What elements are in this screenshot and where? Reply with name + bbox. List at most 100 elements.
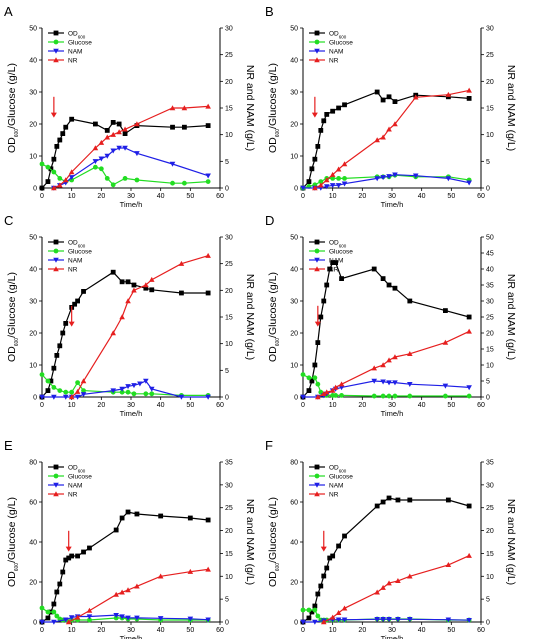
- data-point-nr: [205, 252, 211, 258]
- legend-item-nam: NAM: [309, 482, 343, 489]
- data-point-od: [54, 353, 60, 358]
- y-right-tick-label: 10: [486, 132, 494, 139]
- data-point-nam: [134, 151, 140, 157]
- panel-e: E0 10 20 30 40 50 6002040608005101520253035Tim…: [4, 438, 256, 639]
- x-tick-label: 30: [127, 627, 135, 634]
- data-point-nr: [329, 387, 336, 393]
- data-point-nr: [116, 129, 122, 135]
- data-point-od: [374, 89, 380, 95]
- legend-item-glucose: Glucose: [48, 473, 92, 480]
- data-point-nr: [169, 105, 176, 111]
- legend-marker-nam: [53, 257, 59, 263]
- y-right-tick-label: 0: [486, 620, 490, 627]
- series-line-nr: [68, 568, 209, 623]
- y-axis-right-label: NR and NAM (g/L): [244, 274, 256, 360]
- y-left-tick-label: 0: [294, 395, 298, 402]
- data-point-glucose: [93, 164, 98, 170]
- data-point-nr: [315, 394, 321, 400]
- data-point-glucose: [380, 393, 386, 399]
- data-point-od: [306, 388, 312, 393]
- data-point-od: [380, 97, 386, 103]
- data-point-glucose: [330, 176, 336, 181]
- data-point-nam: [205, 173, 211, 179]
- legend-item-od: OD600: [309, 239, 347, 248]
- data-point-od: [113, 527, 119, 533]
- data-point-nam: [86, 614, 93, 620]
- series-line-nr: [314, 89, 470, 189]
- legend-item-nam: NAM: [48, 257, 82, 264]
- y-axis-right-label: NR and NAM (g/L): [505, 499, 517, 585]
- data-point-nr: [86, 607, 93, 613]
- data-point-glucose: [113, 615, 119, 621]
- y-left-tick-label: 20: [29, 122, 37, 129]
- data-point-nam: [143, 378, 149, 384]
- legend-marker-nr: [314, 491, 320, 497]
- data-point-od: [93, 121, 98, 127]
- data-point-nam: [68, 175, 75, 181]
- data-point-nam: [205, 617, 211, 623]
- data-point-nr: [125, 298, 131, 304]
- data-point-od: [315, 340, 321, 345]
- x-axis-label: Time/h: [120, 409, 143, 418]
- data-point-glucose: [98, 166, 104, 172]
- x-tick-label: 60: [216, 402, 224, 409]
- y-right-tick-label: 25: [486, 505, 494, 512]
- data-point-od: [57, 581, 63, 587]
- data-point-od: [81, 549, 86, 555]
- y-right-tick-label: 35: [486, 283, 494, 290]
- data-point-glucose: [75, 380, 80, 385]
- panel-letter: F: [265, 438, 273, 453]
- data-point-glucose: [170, 180, 175, 186]
- data-point-nr: [157, 573, 164, 579]
- panel-letter: A: [4, 4, 13, 19]
- legend-item-od: OD600: [48, 30, 86, 39]
- data-point-od: [158, 513, 164, 519]
- data-point-glucose: [39, 605, 45, 611]
- data-point-od: [324, 112, 330, 117]
- data-point-glucose: [371, 393, 377, 399]
- data-point-nam: [119, 614, 125, 620]
- data-point-od: [116, 121, 122, 127]
- x-tick-label: 10: [68, 193, 76, 200]
- data-point-nam: [51, 619, 57, 625]
- data-point-nr: [62, 177, 69, 183]
- data-point-nr: [380, 134, 386, 140]
- x-tick-label: 0: [301, 627, 305, 634]
- data-point-glucose: [300, 607, 306, 613]
- data-point-nr: [119, 589, 125, 595]
- legend-label-nr: NR: [329, 57, 339, 64]
- data-point-nr: [323, 177, 330, 183]
- legend-marker-glucose: [314, 39, 320, 45]
- data-point-od: [179, 290, 184, 296]
- y-right-tick-label: 30: [486, 299, 494, 306]
- data-point-od: [342, 102, 347, 108]
- data-point-glucose: [81, 388, 86, 393]
- data-point-glucose: [57, 388, 63, 393]
- y-right-tick-label: 15: [225, 315, 233, 322]
- legend-label-glucose: Glucose: [68, 473, 92, 480]
- y-left-tick-label: 60: [29, 500, 37, 507]
- y-left-tick-label: 40: [29, 58, 37, 65]
- data-point-od: [371, 266, 377, 272]
- x-tick-label: 0: [40, 402, 44, 409]
- data-point-glucose: [315, 613, 321, 619]
- y-right-tick-label: 0: [486, 395, 490, 402]
- data-point-nr: [178, 260, 185, 266]
- data-point-nam: [338, 385, 345, 391]
- data-point-od: [466, 314, 472, 320]
- data-point-nr: [395, 578, 401, 584]
- data-point-glucose: [51, 169, 57, 175]
- data-point-nr: [205, 103, 211, 109]
- data-point-od: [336, 105, 341, 111]
- y-right-tick-label: 35: [225, 460, 233, 467]
- data-point-od: [45, 615, 51, 621]
- x-tick-label: 10: [329, 402, 337, 409]
- data-point-nam: [300, 185, 306, 191]
- x-tick-label: 10: [329, 193, 337, 200]
- x-tick-label: 20: [97, 193, 105, 200]
- data-point-od: [312, 603, 318, 609]
- data-point-od: [318, 128, 324, 133]
- data-point-nr: [134, 121, 140, 127]
- panel-c: C0 10 20 30 40 50 6001020304050051015202530Tim…: [4, 213, 256, 418]
